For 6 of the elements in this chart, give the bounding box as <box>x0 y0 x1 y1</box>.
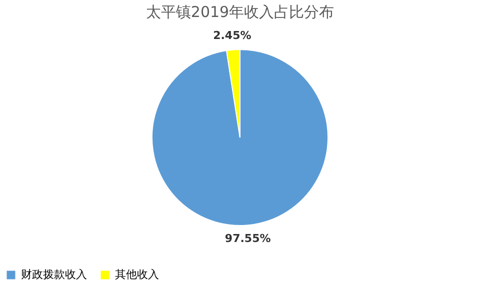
legend-label: 其他收入 <box>115 268 159 281</box>
chart-title: 太平镇2019年收入占比分布 <box>146 3 334 21</box>
pie-slice <box>152 49 328 226</box>
legend-label: 财政拨款收入 <box>21 268 87 281</box>
data-label: 2.45% <box>213 28 252 42</box>
data-label: 97.55% <box>224 232 271 246</box>
